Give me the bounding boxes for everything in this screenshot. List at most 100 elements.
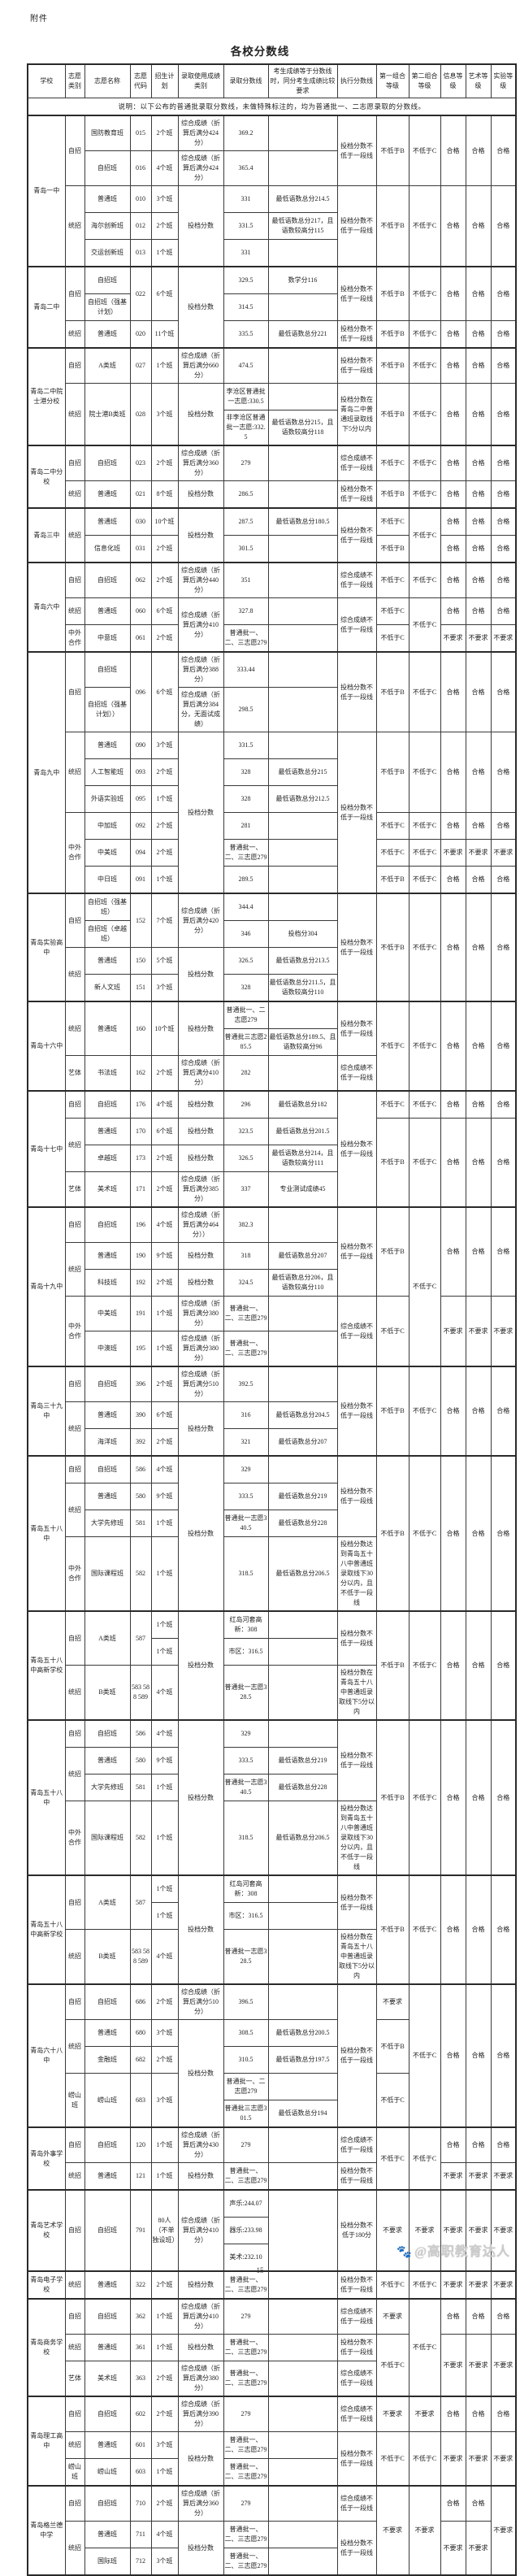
table-cell: 自招 (64, 893, 85, 948)
table-cell: 不低于C (375, 562, 410, 598)
table-cell: 328 (223, 974, 269, 1002)
table-cell: 综合成绩（折算后满分410分） (177, 597, 224, 653)
table-row: 青岛十九中 自招 自招班 196 4个班 综合成绩（折算后满分464分）） 382.3 投档分… (27, 1206, 517, 1367)
table-cell: 1个班 (150, 1331, 179, 1367)
table-row: 中澳班 195 1个班 综合成绩（折算后满分380分） 普通批一、二、三志愿279 (28, 1331, 516, 1367)
table-cell: 青岛三中 (27, 507, 66, 563)
table-cell: 合格 (490, 266, 517, 321)
table-cell: 279 (223, 2298, 269, 2335)
table-cell: 声乐:244.07 (223, 2189, 269, 2218)
table-cell: 综合成绩（折算后满分410分） (177, 1055, 224, 1092)
table-cell: 最低语数总分214.5 (267, 185, 338, 213)
table-cell: 不低于C (408, 185, 441, 267)
table-cell: 投档分数在青岛二中普通班录取线下5分以内 (336, 383, 377, 446)
table-cell (267, 2396, 338, 2432)
table-cell: 统招 (64, 597, 85, 625)
table-cell: 346 (223, 920, 269, 948)
table-cell: 最低语数总分212.5 (267, 785, 338, 813)
table-header: 学校 志愿类别 志愿名称 志愿代码 招生计划 录取使用成绩类别 录取分数线 考生成绩等于分数线… (27, 63, 517, 116)
table-cell: 093 (129, 758, 152, 786)
table-cell: 综合成绩（折算后满分380分） (177, 1331, 224, 1367)
table-cell: 红岛河套高新：308 (223, 1874, 269, 1903)
table-cell: 031 (129, 535, 152, 563)
table-cell: 自招 (64, 266, 85, 321)
table-row: 统招 B类班 583 588 589 4个班 普通批一志愿328.5 投档分数在青岛五十八… (28, 1929, 516, 1985)
table-cell: 合格 (490, 1983, 517, 2128)
table-cell: 不低于C (408, 1983, 441, 2128)
table-cell: 统招 (64, 320, 85, 349)
table-cell: 最低语数总分228 (267, 1774, 338, 1801)
table-cell: 综合成绩（折算后满分424分） (177, 150, 224, 186)
table-row: 青岛六十八中 自招 自招班 686 2个班 综合成绩（折算后满分510分） 396.5 投档分… (27, 1983, 517, 2128)
table-row: 1个班 市区：316.5 (28, 1902, 516, 1930)
table-row: 青岛十六中 统招 普通班 160 10个班 投档分数 普通批一、二志愿279 投档分数不低于一… (27, 1001, 517, 1092)
table-cell: 365.4 (223, 150, 269, 186)
table-cell: 中外合作 (64, 1801, 85, 1876)
table-cell: 投档分数不低于一段线 (336, 115, 377, 186)
table-row: 青岛格兰德中学 自招 自招班 710 2个班 综合成绩（折算后满分360分） 279 综合成绩… (27, 2485, 517, 2576)
table-row: 海尔创新班 012 2个班 331.5 最低语数总分217，且语数较高分115 (28, 212, 516, 240)
table-cell: 投档分数 (177, 507, 224, 563)
table-cell: 普通批一、二、三志愿279 (223, 2458, 269, 2487)
table-cell: 综合成绩（折算后满分420分） (177, 893, 224, 948)
table-cell: 361 (129, 2334, 152, 2361)
table-cell: 统招 (64, 1401, 85, 1457)
table-cell: 不要求 (440, 1296, 466, 1367)
table-cell: 586 (129, 1719, 152, 1748)
table-cell: 1个班 (150, 2126, 179, 2163)
table-cell: 自招班 (84, 1090, 131, 1119)
table-cell: 不要求 (465, 2270, 492, 2300)
table-cell: 015 (129, 115, 152, 151)
table-cell: 综合成绩（折算后满分430分） (177, 2126, 224, 2163)
table-cell: 不要求 (490, 2485, 517, 2576)
table-cell: 艺体 (64, 1055, 85, 1092)
table-cell: 333.5 (223, 1483, 269, 1510)
table-cell: 324.5 (223, 1269, 269, 1297)
table-cell (267, 383, 338, 411)
table-cell: 普通班 (84, 507, 131, 536)
table-cell: 191 (129, 1296, 152, 1331)
table-cell: 艺体 (64, 2361, 85, 2397)
table-cell: 合格 (465, 893, 492, 1002)
table-cell: 合格 (465, 562, 492, 598)
table-cell: 中外合作 (64, 624, 85, 653)
table-cell (267, 562, 338, 598)
table-cell: 青岛五十八中 (27, 1719, 66, 1876)
table-cell: 152 (129, 893, 152, 948)
table-cell: 国际课程班 (84, 1536, 131, 1612)
table-cell: 不要求 (490, 2270, 517, 2300)
table-cell: 不要求 (375, 2298, 410, 2335)
table-cell: 682 (129, 2046, 152, 2074)
table-cell: 普通班 (84, 1401, 131, 1429)
table-cell (267, 2189, 338, 2272)
table-cell: 不低于C (408, 1001, 441, 1092)
table-cell: 028 (129, 383, 152, 446)
table-cell: 自招 (64, 2126, 85, 2163)
table-cell: 162 (129, 1055, 152, 1092)
table-cell: 3个班 (150, 2019, 179, 2047)
table-row: 统招 普通班 170 6个班 投档分数 323.5 最低语数总分201.5 不低于B 不低于C 合… (28, 1118, 517, 1208)
table-row: 统招 普通班 601 3个班 投档分数 普通批一、二、三志愿279 投档分数不低于一段线 不低… (28, 2431, 517, 2487)
table-cell: 095 (129, 785, 152, 813)
table-cell: 不要求 (408, 2189, 441, 2272)
table-cell (267, 2126, 338, 2163)
table-cell: 合格 (465, 535, 492, 563)
table-cell: 青岛十六中 (27, 1001, 66, 1092)
table-cell: 崂山班 (64, 2073, 85, 2128)
table-cell: 统招 (64, 2270, 85, 2300)
table-row: 青岛二中院士港分校 自招 A类班 027 1个班 综合成绩（折算后满分660分） 474.5… (27, 347, 517, 446)
table-cell: 382.3 (223, 1206, 269, 1243)
table-cell: 普通班 (84, 2162, 131, 2191)
table-cell (267, 2548, 338, 2576)
table-cell: 青岛一中 (27, 115, 66, 267)
table-cell: 合格 (490, 2126, 517, 2163)
table-cell: 392.5 (223, 1366, 269, 1402)
table-row: 青岛电子学校 统招 普通班 322 2个班 投档分数 普通批一、二、三志愿279 投档分数不低… (27, 2270, 517, 2300)
attachment-label: 附件 (30, 15, 48, 24)
table-cell: 青岛艺术学校 (27, 2189, 66, 2272)
table-cell: 自招班（强基计划） (84, 293, 131, 321)
table-cell: 最低语数总分219 (267, 1747, 338, 1775)
table-cell: 普通班 (84, 2270, 131, 2300)
column-header: 考生成绩等于分数线时，同分考生成绩比较要求 (267, 63, 338, 98)
table-cell: 不低于B (375, 115, 410, 186)
